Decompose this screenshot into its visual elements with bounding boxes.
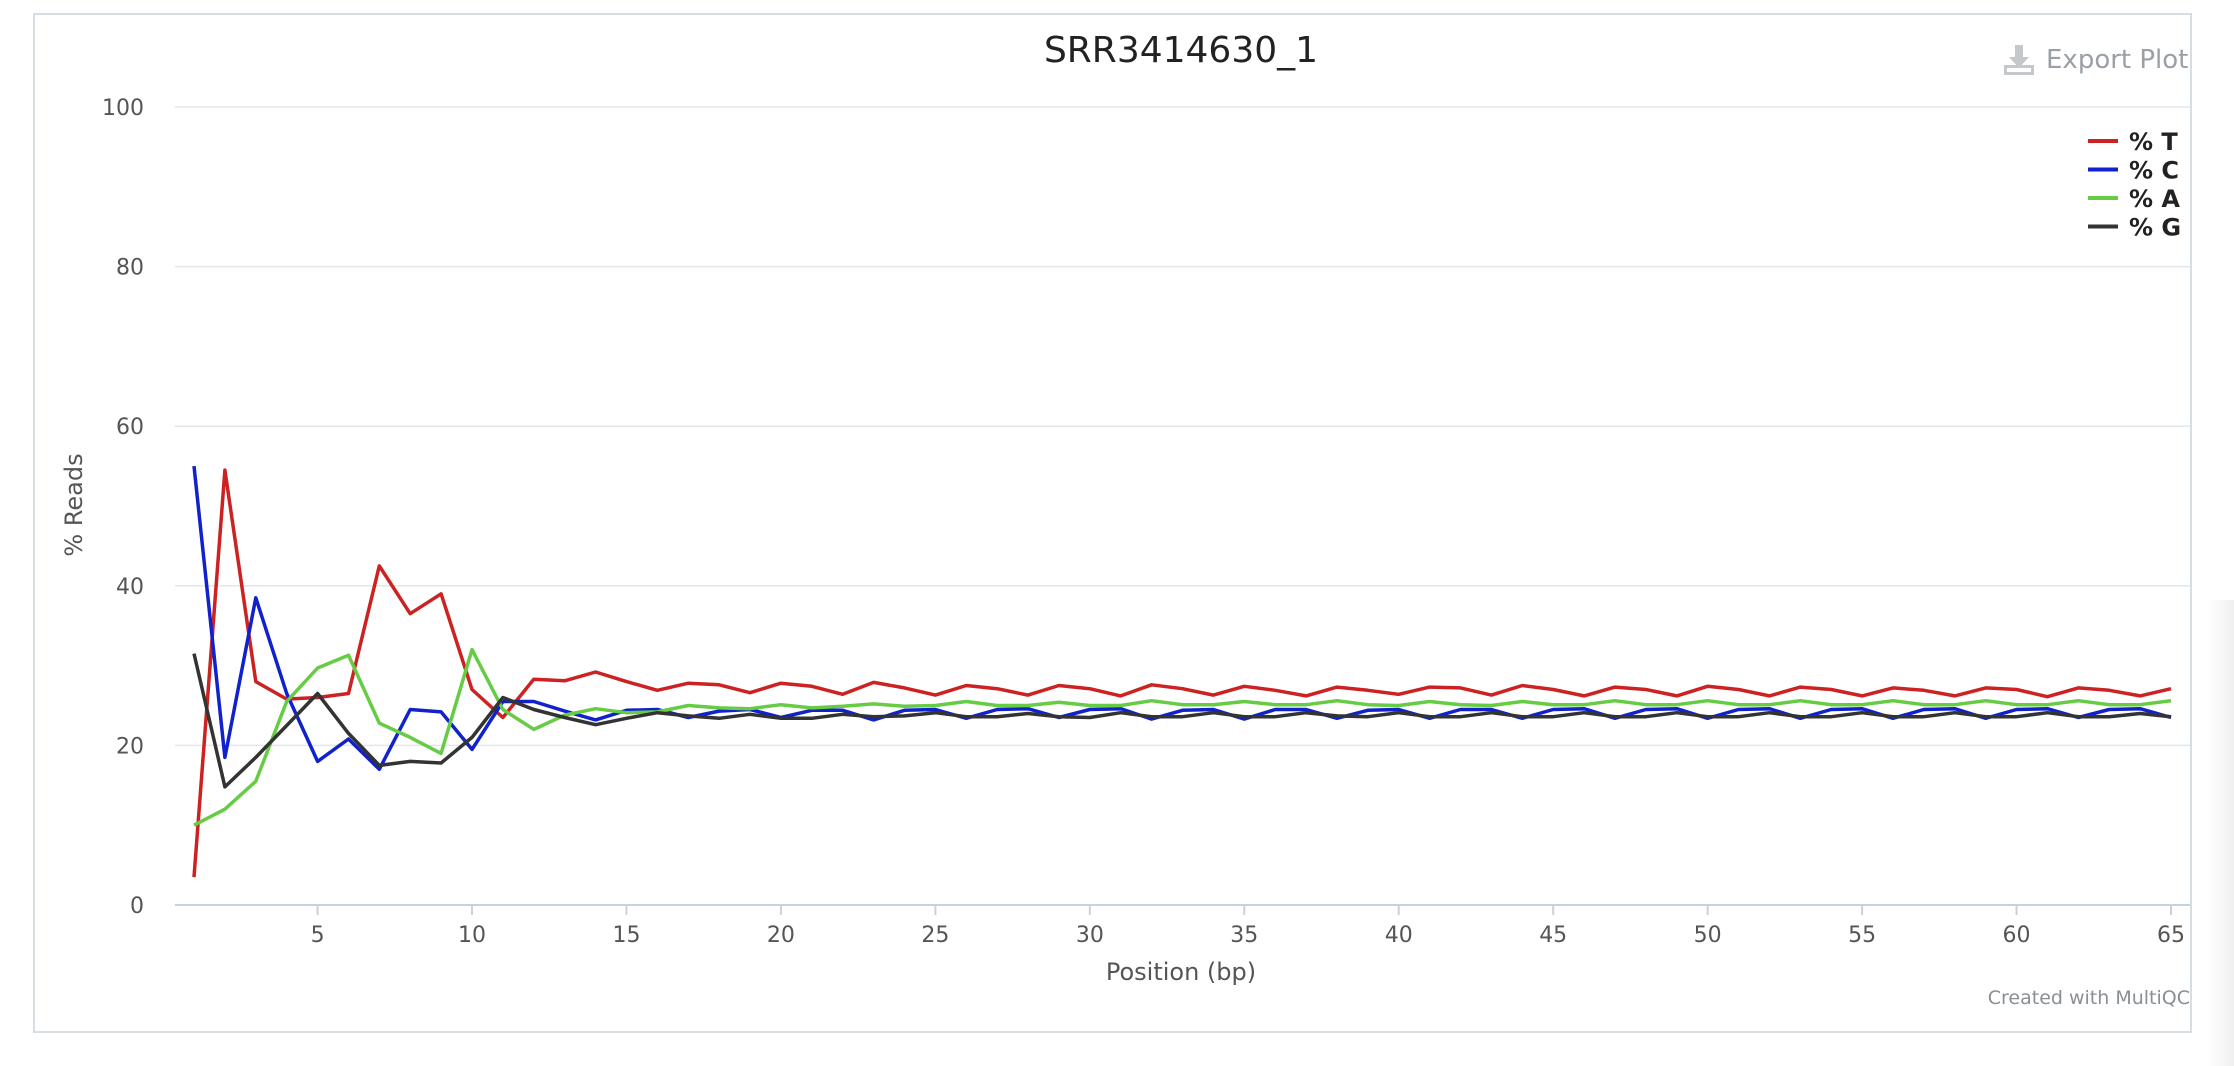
chart-frame [33, 13, 2192, 1033]
export-plot-label: Export Plot [2046, 45, 2189, 75]
x-tick-label: 10 [458, 923, 486, 948]
x-tick-label: 5 [311, 923, 325, 948]
x-tick-label: 15 [612, 923, 640, 948]
y-tick-label: 20 [116, 734, 144, 759]
x-tick-label: 50 [1694, 923, 1722, 948]
legend: % T% C% A% G [2088, 128, 2181, 242]
export-plot-button[interactable]: Export Plot [2002, 40, 2188, 80]
series-lines [192, 465, 2172, 878]
download-icon [2004, 45, 2034, 75]
y-tick-label: 40 [116, 575, 144, 600]
series-line-a[interactable] [193, 647, 2172, 827]
x-axis-ticks: 5 10 15 20 25 30 35 40 45 50 55 60 65 [311, 905, 2185, 948]
x-tick-label: 40 [1385, 923, 1413, 948]
legend-item-label[interactable]: % A [2129, 185, 2180, 213]
scroll-shadow [2205, 600, 2234, 1066]
grid-lines [175, 106, 2190, 747]
x-tick-label: 30 [1076, 923, 1104, 948]
x-tick-label: 20 [767, 923, 795, 948]
x-tick-label: 60 [2003, 923, 2031, 948]
legend-item-label[interactable]: % G [2129, 214, 2181, 242]
series-line-g[interactable] [192, 653, 2172, 789]
x-tick-label: 25 [921, 923, 949, 948]
legend-item-label[interactable]: % T [2129, 128, 2178, 156]
series-line-c[interactable] [192, 465, 2172, 772]
y-axis-title: % Reads [60, 453, 88, 556]
y-tick-label: 0 [130, 894, 144, 919]
y-tick-label: 60 [116, 415, 144, 440]
chart-title: SRR3414630_1 [1044, 30, 1318, 71]
legend-item-label[interactable]: % C [2129, 157, 2179, 185]
x-tick-label: 45 [1539, 923, 1567, 948]
y-tick-label: 80 [116, 256, 144, 281]
y-tick-label: 100 [102, 96, 144, 121]
credit-label: Created with MultiQC [1988, 987, 2190, 1009]
x-tick-label: 55 [1848, 923, 1876, 948]
y-axis-ticks: 0 20 40 60 80 100 [102, 96, 144, 919]
series-line-t[interactable] [192, 468, 2172, 878]
x-tick-label: 65 [2157, 923, 2185, 948]
x-axis-title: Position (bp) [1106, 958, 1256, 986]
x-tick-label: 35 [1230, 923, 1258, 948]
